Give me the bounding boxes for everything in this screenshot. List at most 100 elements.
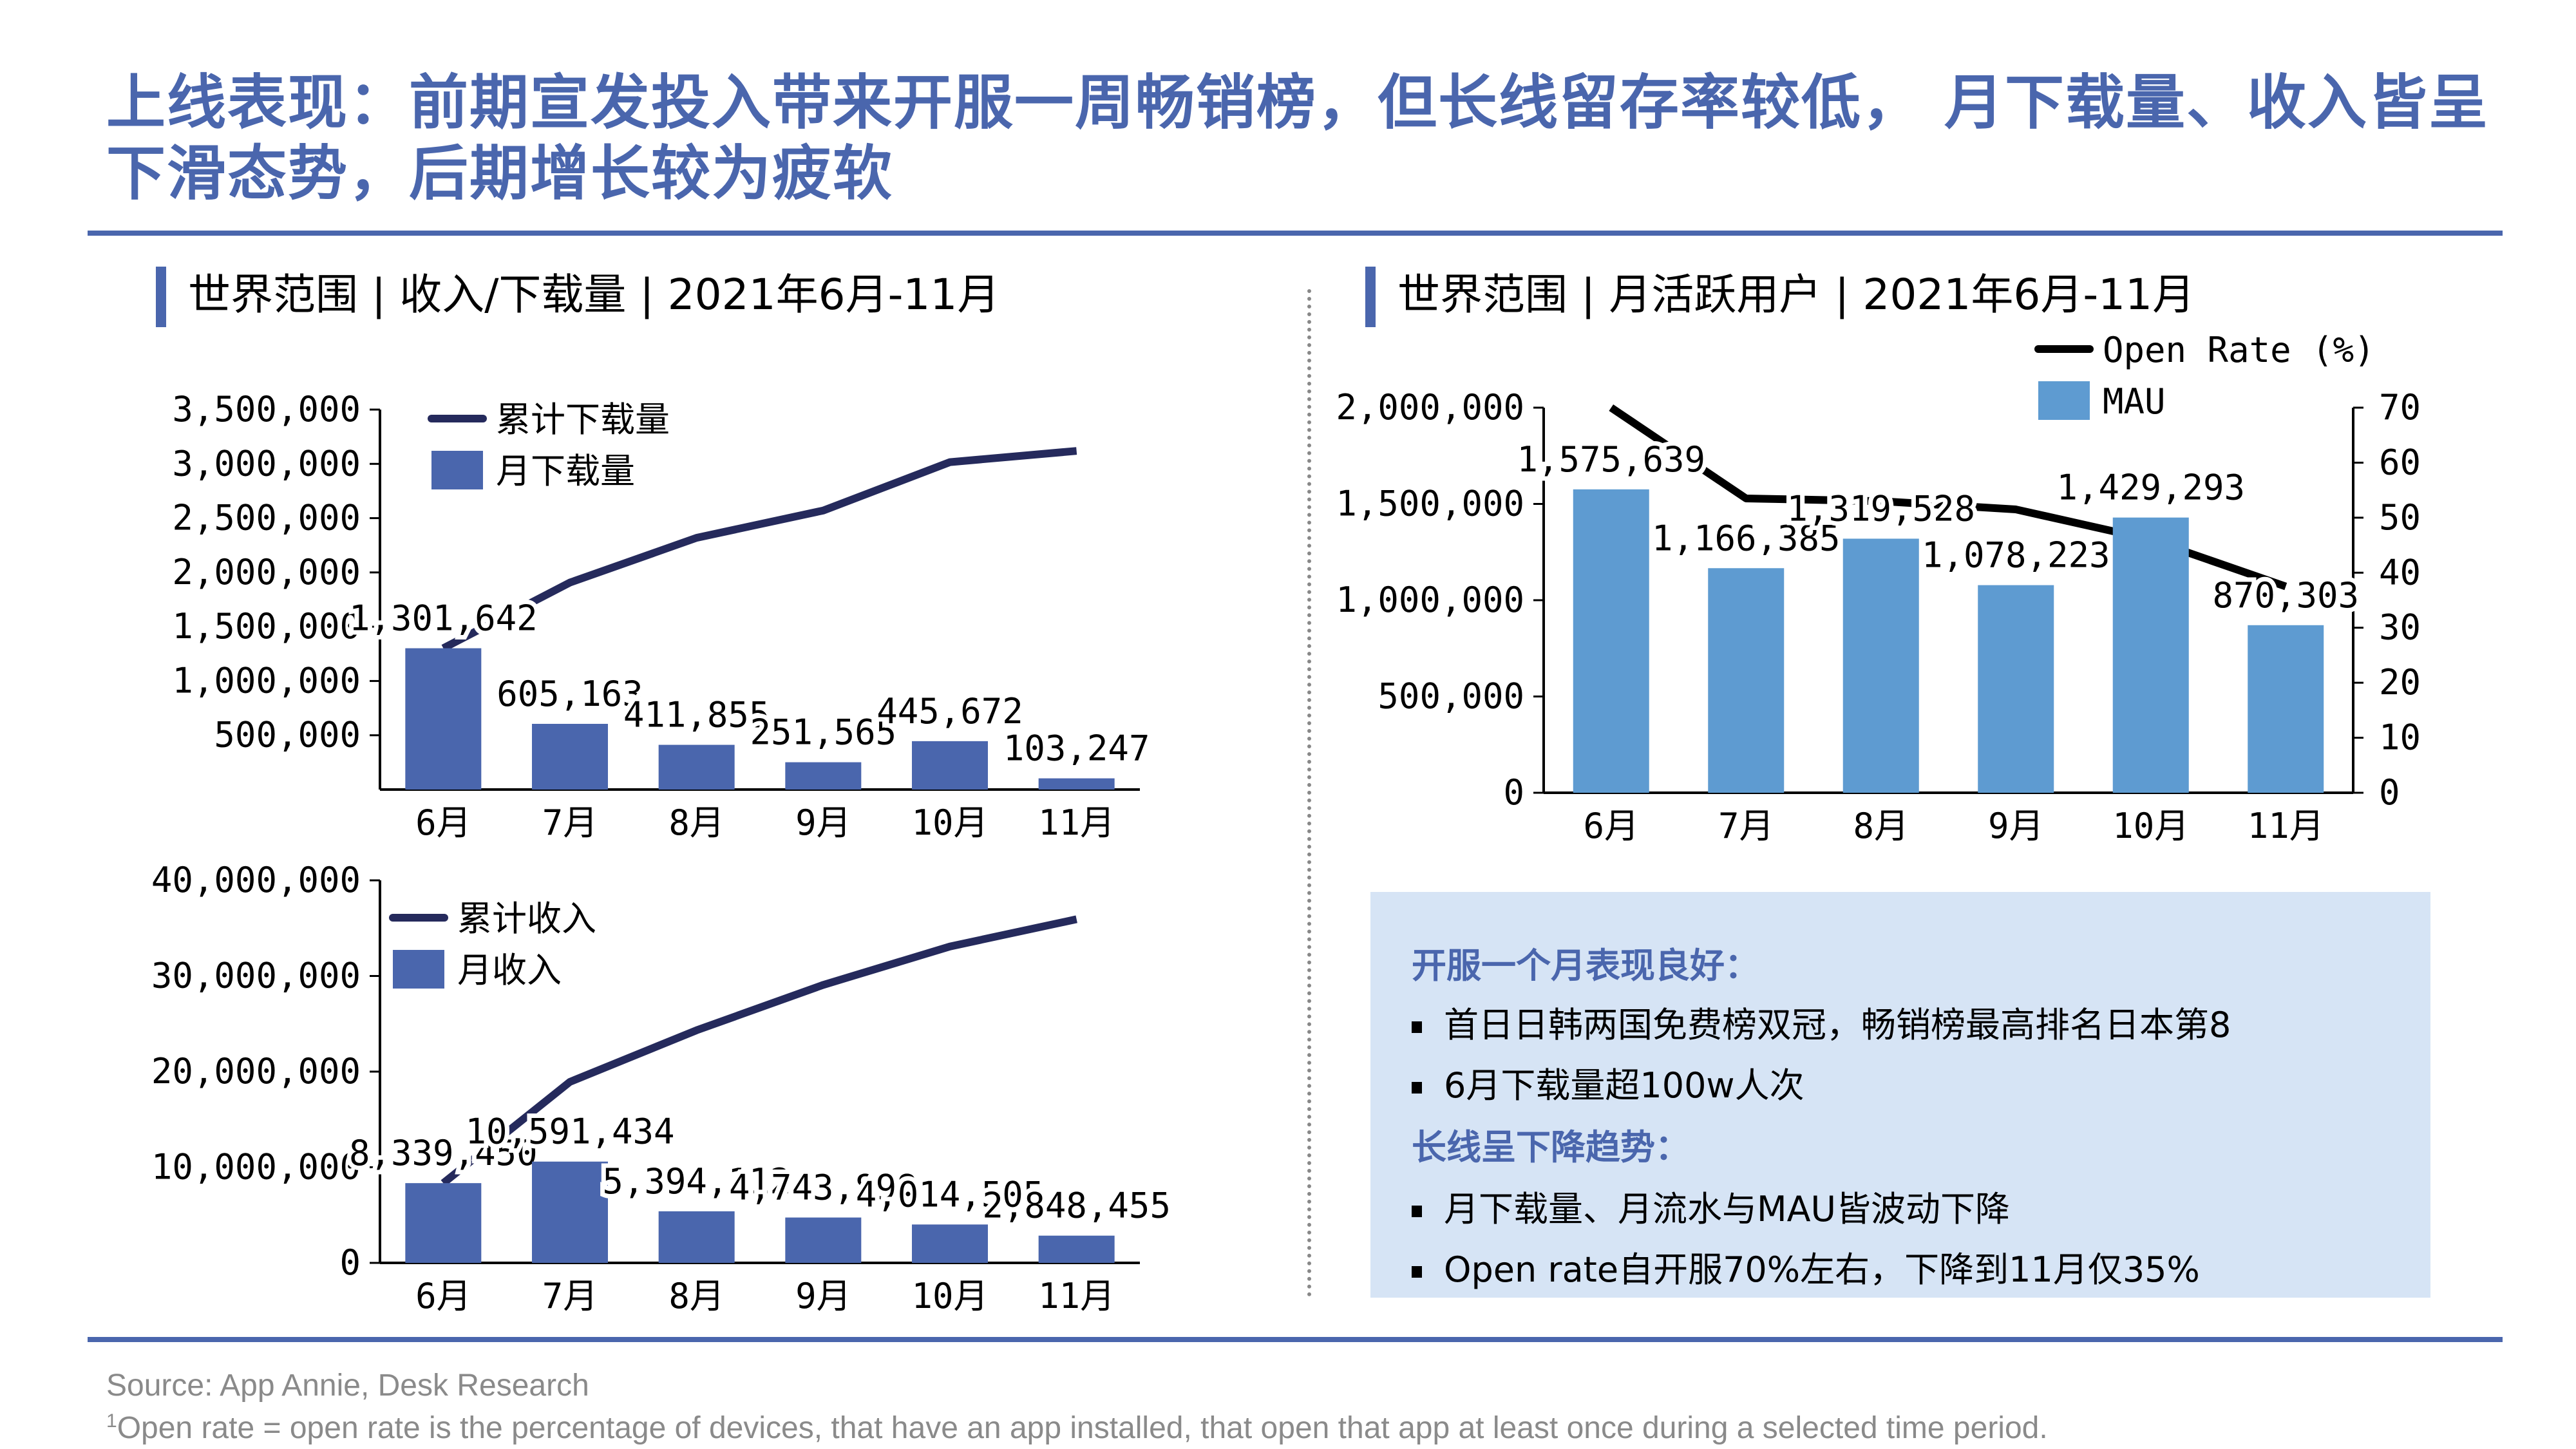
revenue-y-tick-label: 0 <box>339 1242 361 1283</box>
revenue-x-tick-label: 10月 <box>911 1276 988 1316</box>
mau-y2-tick-label: 20 <box>2379 662 2421 703</box>
downloads-data-label: 103,247 <box>1003 728 1150 769</box>
revenue-data-label: 10,591,434 <box>465 1112 674 1152</box>
title-divider <box>88 231 2503 236</box>
mau-y-tick-label: 1,000,000 <box>1336 580 1524 620</box>
mau-data-label: 1,575,639 <box>1517 439 1705 480</box>
revenue-legend-bar-swatch <box>393 950 444 989</box>
revenue-legend-bar-label: 月收入 <box>457 950 562 990</box>
mau-bar <box>2248 625 2324 793</box>
revenue-x-tick-label: 9月 <box>795 1276 851 1316</box>
mau-data-label: 1,429,293 <box>2056 468 2245 508</box>
downloads-bar <box>532 723 608 790</box>
mau-y2-tick-label: 30 <box>2379 607 2421 648</box>
downloads-bar <box>912 741 988 790</box>
mau-legend-bar-swatch <box>2038 381 2090 420</box>
bullet-icon <box>1412 1021 1422 1034</box>
mau-y-tick-label: 500,000 <box>1378 676 1524 717</box>
page-title: 上线表现：前期宣发投入带来开服一周畅销榜，但长线留存率较低， 月下载量、收入皆呈… <box>106 68 2490 208</box>
mau-y2-tick-label: 70 <box>2379 387 2421 428</box>
bullet-icon <box>1412 1266 1422 1278</box>
left-section-header: 世界范围 | 收入/下载量 | 2021年6月-11月 <box>156 267 1000 327</box>
mau-data-label: 870,303 <box>2212 575 2359 616</box>
revenue-bar <box>1038 1235 1115 1263</box>
mau-bar <box>1573 489 1649 793</box>
revenue-bar <box>532 1161 608 1263</box>
insight-bullet: 月下载量、月流水与MAU皆波动下降 <box>1412 1180 2010 1231</box>
mau-y-tick-label: 1,500,000 <box>1336 484 1524 524</box>
revenue-x-tick-label: 8月 <box>668 1276 724 1316</box>
mau-bar <box>1708 568 1785 793</box>
downloads-y-tick-label: 1,500,000 <box>172 606 361 647</box>
revenue-x-tick-label: 7月 <box>542 1276 598 1316</box>
left-section-title: 世界范围 | 收入/下载量 | 2021年6月-11月 <box>188 270 1000 319</box>
downloads-legend-line-label: 累计下载量 <box>496 399 670 440</box>
mau-y2-tick-label: 50 <box>2379 497 2421 538</box>
downloads-bar <box>405 648 482 790</box>
revenue-legend-line-label: 累计收入 <box>457 898 596 939</box>
insight-heading-1: 开服一个月表现良好： <box>1412 945 1759 986</box>
mau-x-tick-label: 11月 <box>2248 806 2324 846</box>
downloads-x-tick-label: 10月 <box>911 802 988 843</box>
downloads-y-tick-label: 2,500,000 <box>172 498 361 538</box>
downloads-bar <box>658 744 735 790</box>
revenue-data-label: 4,743,898 <box>729 1168 918 1208</box>
downloads-x-tick-label: 6月 <box>415 802 471 843</box>
mau-y2-tick-label: 60 <box>2379 442 2421 482</box>
mau-x-tick-label: 6月 <box>1583 806 1639 846</box>
footer-divider <box>88 1337 2503 1342</box>
insight-bullet: 6月下载量超100w人次 <box>1412 1057 1804 1108</box>
insight-bullet: Open rate自开服70%左右，下降到11月仅35% <box>1412 1241 2200 1292</box>
revenue-y-tick-label: 40,000,000 <box>151 860 361 900</box>
insight-heading-2: 长线呈下降趋势： <box>1412 1127 1690 1168</box>
right-section-title: 世界范围 | 月活跃用户 | 2021年6月-11月 <box>1397 270 2195 319</box>
mau-bar <box>1842 538 1919 793</box>
revenue-bar <box>785 1217 862 1263</box>
revenue-data-label: 2,848,455 <box>982 1186 1171 1226</box>
mau-x-tick-label: 9月 <box>1988 806 2044 846</box>
mau-bar <box>2112 517 2189 793</box>
mau-data-label: 1,078,223 <box>1922 535 2110 576</box>
mau-bar <box>1978 585 2054 793</box>
downloads-legend-bar-label: 月下载量 <box>496 451 635 491</box>
panel-divider <box>1307 289 1311 1297</box>
mau-x-tick-label: 10月 <box>2112 806 2189 846</box>
mau-data-label: 1,166,385 <box>1652 518 1841 558</box>
revenue-line-series <box>440 915 1077 1186</box>
mau-y-tick-label: 0 <box>1503 772 1524 813</box>
revenue-bar <box>912 1224 988 1263</box>
downloads-y-tick-label: 2,000,000 <box>172 552 361 592</box>
downloads-data-label: 1,301,642 <box>349 598 538 639</box>
revenue-y-tick-label: 10,000,000 <box>151 1147 361 1188</box>
section-accent-bar <box>156 267 166 327</box>
downloads-y-tick-label: 500,000 <box>214 715 361 755</box>
section-accent-bar <box>1365 267 1376 327</box>
downloads-x-tick-label: 11月 <box>1038 802 1115 843</box>
downloads-data-label: 605,163 <box>497 674 643 714</box>
revenue-x-tick-label: 6月 <box>415 1276 471 1316</box>
revenue-bar <box>405 1183 482 1263</box>
insight-box: 开服一个月表现良好： 首日日韩两国免费榜双冠，畅销榜最高排名日本第8 6月下载量… <box>1370 892 2430 1298</box>
mau-y-tick-label: 2,000,000 <box>1336 387 1524 428</box>
downloads-data-label: 411,855 <box>623 695 770 735</box>
mau-x-tick-label: 7月 <box>1718 806 1774 846</box>
revenue-data-label: 8,339,450 <box>349 1133 538 1173</box>
mau-legend-line-label: Open Rate (%) <box>2103 330 2375 370</box>
downloads-data-label: 445,672 <box>876 691 1023 732</box>
downloads-y-tick-label: 3,000,000 <box>172 443 361 484</box>
revenue-data-label: 5,394,112 <box>602 1161 791 1202</box>
right-section-header: 世界范围 | 月活跃用户 | 2021年6月-11月 <box>1365 267 2195 327</box>
mau-y2-tick-label: 0 <box>2379 772 2400 813</box>
revenue-y-tick-label: 30,000,000 <box>151 956 361 996</box>
downloads-line-series <box>441 447 1077 652</box>
source-note: Source: App Annie, Desk Research <box>106 1368 589 1403</box>
downloads-x-tick-label: 7月 <box>542 802 598 843</box>
bullet-icon <box>1412 1082 1422 1094</box>
mau-y2-tick-label: 40 <box>2379 552 2421 592</box>
revenue-bar <box>658 1211 735 1263</box>
bullet-icon <box>1412 1206 1422 1218</box>
downloads-y-tick-label: 3,500,000 <box>172 389 361 430</box>
mau-legend-bar-label: MAU <box>2103 381 2166 422</box>
revenue-data-label: 4,014,505 <box>856 1174 1045 1215</box>
